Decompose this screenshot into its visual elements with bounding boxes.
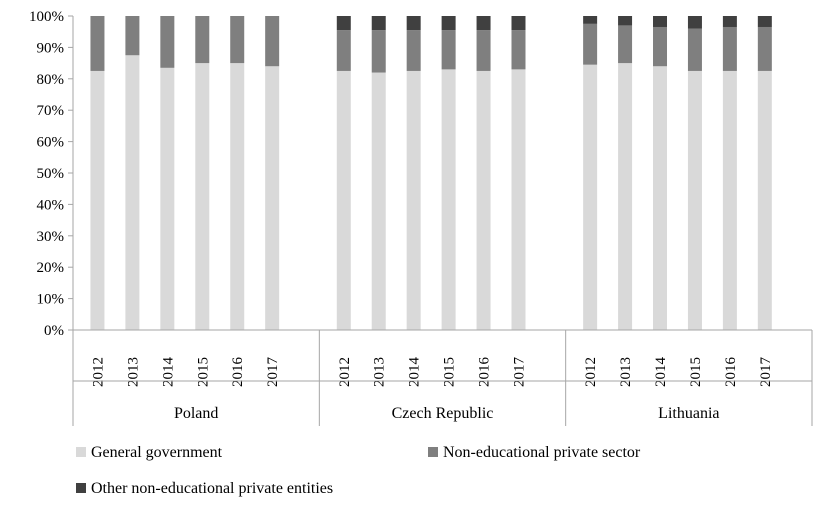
legend-swatch bbox=[428, 447, 438, 457]
bar-segment bbox=[336, 16, 351, 31]
y-tick-label: 60% bbox=[37, 135, 65, 151]
group-label: Czech Republic bbox=[392, 405, 494, 422]
bar-segment bbox=[476, 16, 491, 31]
bar-segment bbox=[90, 16, 105, 71]
legend-label: Other non-educational private entities bbox=[91, 480, 333, 497]
bar-segment bbox=[722, 70, 737, 330]
bar-segment bbox=[160, 67, 175, 330]
y-tick-label: 20% bbox=[37, 260, 65, 276]
bar-segment bbox=[406, 30, 421, 71]
bar-segment bbox=[371, 16, 386, 31]
bar-segment bbox=[195, 63, 210, 330]
legend-swatch bbox=[76, 483, 86, 493]
legend-label: General government bbox=[91, 444, 223, 461]
bar-segment bbox=[125, 16, 140, 56]
x-tick-label: 2014 bbox=[653, 357, 669, 388]
bar-segment bbox=[618, 25, 633, 64]
bar-segment bbox=[583, 23, 598, 65]
bar-segment bbox=[511, 69, 526, 330]
bar-segment bbox=[618, 63, 633, 330]
bar-segment bbox=[125, 55, 140, 330]
y-tick-label: 100% bbox=[29, 9, 64, 25]
x-tick-label: 2014 bbox=[160, 357, 176, 388]
legend-swatch bbox=[76, 447, 86, 457]
bar-segment bbox=[476, 70, 491, 330]
x-tick-label: 2014 bbox=[407, 357, 423, 388]
bar-segment bbox=[583, 16, 598, 24]
bar-segment bbox=[757, 70, 772, 330]
group-label: Poland bbox=[174, 405, 218, 422]
x-tick-label: 2012 bbox=[337, 357, 353, 387]
bar-segment bbox=[441, 16, 456, 31]
y-tick-label: 80% bbox=[37, 72, 65, 88]
x-tick-label: 2016 bbox=[230, 357, 246, 388]
x-tick-label: 2013 bbox=[618, 357, 634, 387]
x-tick-label: 2016 bbox=[723, 357, 739, 388]
bar-segment bbox=[265, 66, 280, 331]
x-tick-label: 2015 bbox=[442, 357, 458, 387]
y-tick-label: 0% bbox=[44, 323, 64, 339]
bar-segment bbox=[653, 26, 668, 67]
bar-segment bbox=[441, 69, 456, 330]
x-tick-label: 2017 bbox=[511, 357, 527, 388]
x-tick-label: 2015 bbox=[195, 357, 211, 387]
bar-segment bbox=[441, 30, 456, 70]
bar-segment bbox=[160, 16, 175, 68]
bar-segment bbox=[371, 72, 386, 331]
bar-segment bbox=[476, 30, 491, 71]
bar-segment bbox=[757, 16, 772, 27]
y-tick-label: 30% bbox=[37, 229, 65, 245]
y-axis: 0% 10% 20% 30% 40% 50% 60% 70% 80% 90% 100% bbox=[29, 9, 74, 339]
x-tick-label: 2012 bbox=[583, 357, 599, 387]
bar-segment bbox=[653, 66, 668, 331]
bar-segment bbox=[371, 30, 386, 73]
bar-segment bbox=[406, 16, 421, 31]
y-tick-label: 10% bbox=[37, 292, 65, 308]
x-tick-label: 2012 bbox=[90, 357, 106, 387]
bar-segment bbox=[583, 64, 598, 331]
bar-segment bbox=[722, 26, 737, 71]
x-axis: 2012 2013 2014 2015 2016 2017 Poland 2012 2013 20… bbox=[72, 329, 813, 426]
x-tick-label: 2017 bbox=[265, 357, 281, 388]
bar-segment bbox=[230, 16, 245, 64]
x-tick-label: 2013 bbox=[372, 357, 388, 387]
x-tick-label: 2015 bbox=[688, 357, 704, 387]
bar-segment bbox=[406, 70, 421, 330]
bar-segment bbox=[265, 16, 280, 67]
x-tick-label: 2017 bbox=[758, 357, 774, 388]
legend: General government Non-educational privat… bbox=[76, 444, 641, 497]
bar-segment bbox=[230, 63, 245, 330]
bar-segment bbox=[618, 16, 633, 26]
y-tick-label: 50% bbox=[37, 166, 65, 182]
bar-segment bbox=[757, 26, 772, 71]
group-label: Lithuania bbox=[658, 405, 719, 422]
bar-segment bbox=[687, 16, 702, 29]
bar-segment bbox=[336, 30, 351, 71]
y-tick-label: 70% bbox=[37, 103, 65, 119]
legend-label: Non-educational private sector bbox=[443, 444, 641, 461]
x-tick-label: 2013 bbox=[125, 357, 141, 387]
bar-segment bbox=[511, 30, 526, 70]
y-tick-label: 40% bbox=[37, 197, 65, 213]
bar-segment bbox=[195, 16, 210, 64]
bar-segment bbox=[653, 16, 668, 27]
bar-segment bbox=[687, 28, 702, 71]
bar-segment bbox=[722, 16, 737, 27]
bars bbox=[90, 16, 772, 331]
bar-segment bbox=[511, 16, 526, 31]
bar-segment bbox=[336, 70, 351, 330]
bar-segment bbox=[687, 70, 702, 330]
x-tick-label: 2016 bbox=[477, 357, 493, 388]
bar-segment bbox=[90, 70, 105, 330]
y-tick-label: 90% bbox=[37, 40, 65, 56]
